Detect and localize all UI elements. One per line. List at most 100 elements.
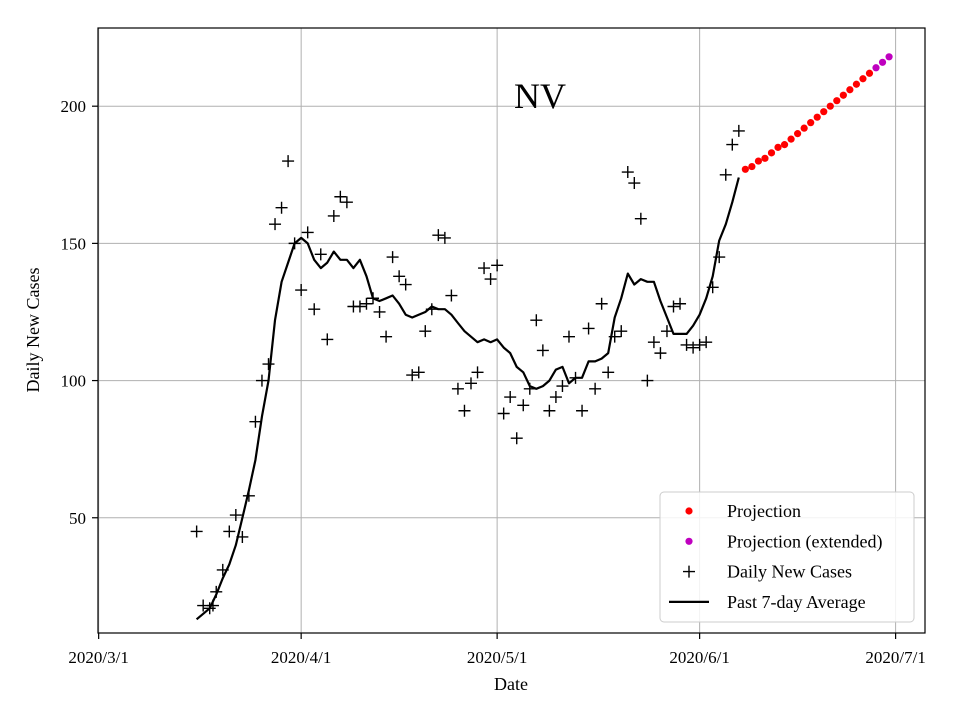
daily-point [471, 366, 484, 379]
daily-point [543, 404, 556, 417]
series-projection [741, 69, 874, 173]
daily-point [432, 229, 445, 242]
daily-point [340, 196, 353, 209]
daily-point [321, 333, 334, 346]
daily-point [615, 325, 628, 338]
daily-point [288, 237, 301, 250]
daily-point [308, 303, 321, 316]
daily-point [641, 374, 654, 387]
projection-point [787, 135, 795, 143]
daily-point [693, 338, 706, 351]
daily-point [484, 273, 497, 286]
daily-point [667, 300, 680, 313]
legend-label-projection: Projection [727, 501, 801, 521]
daily-point [726, 138, 739, 151]
daily-point [732, 124, 745, 137]
daily-point [621, 166, 634, 179]
projection-point [800, 124, 808, 132]
daily-point [327, 209, 340, 222]
projection-point [807, 119, 815, 127]
legend-label-average: Past 7-day Average [727, 592, 866, 612]
daily-point [549, 391, 562, 404]
daily-point [536, 344, 549, 357]
daily-point [229, 509, 242, 522]
projection-point [859, 75, 867, 83]
projection-extended-point [885, 53, 893, 61]
daily-point [275, 201, 288, 214]
legend-marker-projection [685, 507, 693, 515]
projection-point [780, 141, 789, 149]
daily-point [269, 218, 282, 231]
x-tick-label: 2020/4/1 [271, 648, 331, 667]
chart-title: NV [514, 76, 566, 116]
daily-point [654, 347, 667, 360]
projection-point [813, 113, 821, 121]
daily-point [393, 270, 406, 283]
legend-box [659, 491, 915, 623]
daily-point [523, 382, 536, 395]
projection-point [754, 157, 763, 165]
projection-point [852, 80, 861, 88]
daily-point [451, 382, 464, 395]
daily-point [647, 336, 660, 349]
x-axis: 2020/3/1 2020/4/1 2020/5/1 2020/6/1 2020/7/1 [68, 633, 926, 667]
legend-marker-daily [683, 565, 695, 578]
daily-point [608, 330, 621, 343]
daily-point [412, 366, 425, 379]
y-axis: 50 100 150 200 [61, 97, 98, 528]
daily-point [687, 341, 700, 354]
x-tick-label: 2020/6/1 [669, 648, 729, 667]
legend: Projection Projection (extended) Daily New… [659, 491, 915, 623]
projection-point [839, 91, 847, 99]
projection-point [865, 69, 874, 77]
average-line [195, 177, 740, 621]
daily-point [497, 407, 510, 420]
daily-point [464, 377, 477, 390]
daily-point [301, 226, 314, 239]
daily-point [236, 530, 249, 543]
daily-point [478, 262, 491, 275]
daily-point [190, 525, 203, 538]
legend-marker-projection_extended [685, 537, 693, 545]
daily-point [576, 404, 589, 417]
daily-point [386, 251, 399, 264]
daily-point [700, 336, 713, 349]
daily-point [334, 190, 347, 203]
daily-point [660, 325, 673, 338]
daily-point [595, 297, 608, 310]
daily-point [295, 284, 308, 297]
daily-point [406, 369, 419, 382]
series-past-7-day-average [195, 177, 740, 621]
daily-point [373, 305, 386, 318]
projection-extended-point [872, 64, 880, 72]
daily-point [360, 297, 373, 310]
daily-point [719, 168, 732, 181]
daily-point [223, 525, 236, 538]
daily-point [582, 322, 595, 335]
daily-point [262, 358, 275, 371]
projection-point [761, 154, 769, 162]
x-tick-label: 2020/5/1 [467, 648, 527, 667]
daily-point [713, 251, 726, 264]
daily-point [203, 602, 216, 615]
legend-label-daily: Daily New Cases [727, 562, 852, 582]
daily-point [445, 289, 458, 302]
y-tick-label: 100 [61, 372, 87, 391]
daily-point [589, 382, 602, 395]
plot-frame [97, 27, 926, 634]
legend-label-projection_extended: Projection (extended) [727, 531, 882, 552]
daily-point [674, 297, 687, 310]
daily-point [491, 259, 504, 272]
daily-point [314, 248, 327, 261]
daily-point [458, 404, 471, 417]
daily-point [628, 177, 641, 190]
x-axis-label: Date [494, 674, 528, 694]
daily-point [353, 300, 366, 313]
projection-point [833, 97, 841, 105]
daily-point [206, 599, 219, 612]
daily-point [282, 155, 295, 168]
projection-point [794, 130, 802, 138]
daily-point [517, 399, 530, 412]
daily-point [210, 585, 223, 598]
